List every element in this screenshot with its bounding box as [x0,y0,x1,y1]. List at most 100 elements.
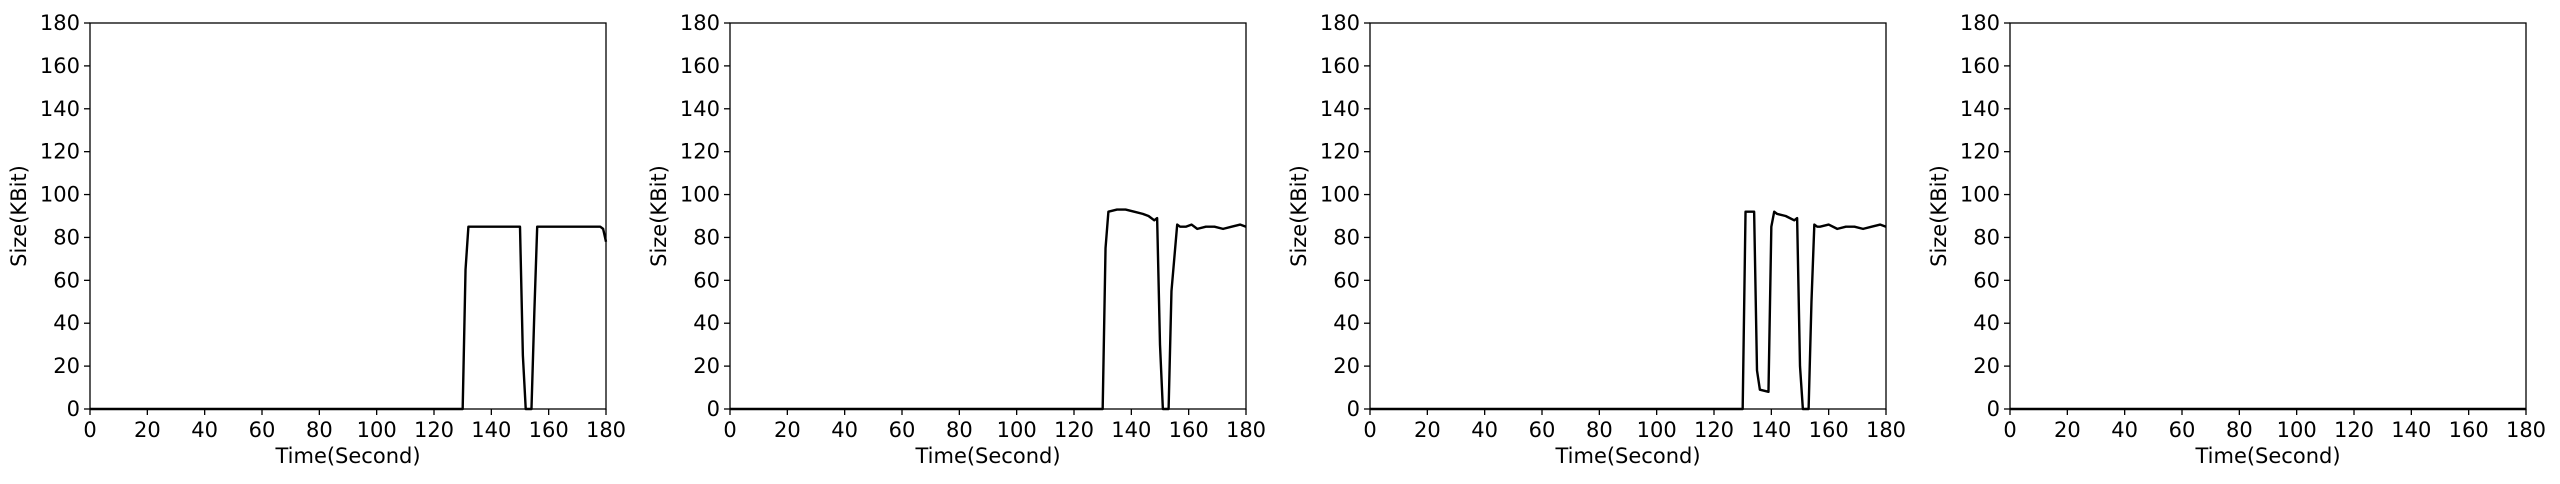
chart-panel-1: 0 20 40 60 80 100 120 140 160 180 0 20 40 60 80 100 120 1… [7,11,626,468]
x-tick-label: 180 [1866,418,1906,442]
x-tick-label: 140 [1751,418,1791,442]
x-tick-label: 80 [1586,418,1613,442]
y-tick-label: 20 [53,354,80,378]
y-tick-label: 0 [707,397,720,421]
x-tick-label: 80 [306,418,333,442]
x-tick-label: 140 [471,418,511,442]
x-axis-label: Time(Second) [274,444,420,468]
x-tick-label: 180 [2506,418,2546,442]
x-tick-label: 160 [1809,418,1849,442]
y-tick-label: 0 [67,397,80,421]
y-tick-label: 100 [680,183,720,207]
x-tick-label: 140 [2391,418,2431,442]
y-tick-label: 20 [1973,354,2000,378]
y-axis-label: Size(KBit) [1927,165,1951,267]
y-tick-label: 180 [1320,11,1360,35]
chart-panel-2: 0 20 40 60 80 100 120 140 160 180 0 20 40 60 80 100 120 1… [647,11,1266,468]
y-tick-label: 140 [1320,97,1360,121]
plot-frame [89,22,607,410]
x-tick-label: 120 [1054,418,1094,442]
x-tick-label: 140 [1111,418,1151,442]
x-tick-label: 60 [2169,418,2196,442]
y-tick-label: 80 [693,225,720,249]
y-tick-label: 120 [1960,140,2000,164]
x-tick-label: 120 [414,418,454,442]
x-axis-label: Time(Second) [914,444,1060,468]
y-tick-label: 160 [1960,54,2000,78]
x-tick-label: 20 [774,418,801,442]
x-tick-label: 20 [134,418,161,442]
y-tick-label: 120 [1320,140,1360,164]
y-tick-label: 160 [40,54,80,78]
x-tick-label: 0 [1363,418,1376,442]
x-tick-label: 160 [529,418,569,442]
y-tick-label: 100 [40,183,80,207]
y-tick-label: 0 [1347,397,1360,421]
plot-frame [729,22,1247,410]
y-tick-label: 40 [693,311,720,335]
x-tick-label: 100 [357,418,397,442]
x-tick-label: 120 [2334,418,2374,442]
y-tick-label: 80 [1333,225,1360,249]
x-tick-label: 100 [2277,418,2317,442]
y-tick-label: 100 [1960,183,2000,207]
x-tick-label: 40 [191,418,218,442]
x-tick-label: 60 [889,418,916,442]
y-tick-label: 160 [680,54,720,78]
series-line [730,208,1247,411]
y-tick-label: 120 [40,140,80,164]
y-tick-label: 80 [1973,225,2000,249]
y-axis-label: Size(KBit) [7,165,31,267]
y-tick-label: 20 [1333,354,1360,378]
x-tick-label: 60 [1529,418,1556,442]
x-tick-label: 0 [723,418,736,442]
chart-panel-3: 0 20 40 60 80 100 120 140 160 180 0 20 40 60 80 100 120 1… [1287,11,1906,468]
x-tick-label: 20 [2054,418,2081,442]
x-tick-label: 100 [997,418,1037,442]
series-line [1370,210,1887,411]
x-axis-label: Time(Second) [1554,444,1700,468]
y-tick-label: 180 [40,11,80,35]
x-tick-label: 160 [2449,418,2489,442]
y-tick-label: 40 [1973,311,2000,335]
x-tick-label: 20 [1414,418,1441,442]
y-tick-label: 40 [53,311,80,335]
series-line [90,225,608,411]
y-tick-label: 160 [1320,54,1360,78]
y-tick-label: 120 [680,140,720,164]
y-tick-label: 180 [1960,11,2000,35]
y-axis-label: Size(KBit) [1287,165,1311,267]
x-axis-label: Time(Second) [2194,444,2340,468]
y-tick-label: 0 [1987,397,2000,421]
x-tick-label: 180 [586,418,626,442]
y-axis-label: Size(KBit) [647,165,671,267]
plot-frame [1369,22,1887,410]
x-tick-label: 160 [1169,418,1209,442]
y-tick-label: 60 [53,268,80,292]
y-tick-label: 180 [680,11,720,35]
y-tick-label: 20 [693,354,720,378]
y-tick-label: 100 [1320,183,1360,207]
y-tick-label: 60 [1333,268,1360,292]
x-tick-label: 40 [1471,418,1498,442]
chart-panel-4: 0 20 40 60 80 100 120 140 160 180 0 20 40 60 80 100 120 1… [1927,11,2546,468]
x-tick-label: 80 [946,418,973,442]
x-tick-label: 180 [1226,418,1266,442]
x-tick-label: 40 [2111,418,2138,442]
x-tick-label: 120 [1694,418,1734,442]
x-tick-label: 0 [83,418,96,442]
y-tick-label: 140 [680,97,720,121]
y-tick-label: 40 [1333,311,1360,335]
x-tick-label: 60 [249,418,276,442]
x-tick-label: 0 [2003,418,2016,442]
y-tick-label: 140 [40,97,80,121]
y-tick-label: 80 [53,225,80,249]
x-tick-label: 100 [1637,418,1677,442]
x-tick-label: 80 [2226,418,2253,442]
y-tick-label: 140 [1960,97,2000,121]
y-tick-label: 60 [1973,268,2000,292]
plot-frame [2009,22,2527,410]
x-tick-label: 40 [831,418,858,442]
